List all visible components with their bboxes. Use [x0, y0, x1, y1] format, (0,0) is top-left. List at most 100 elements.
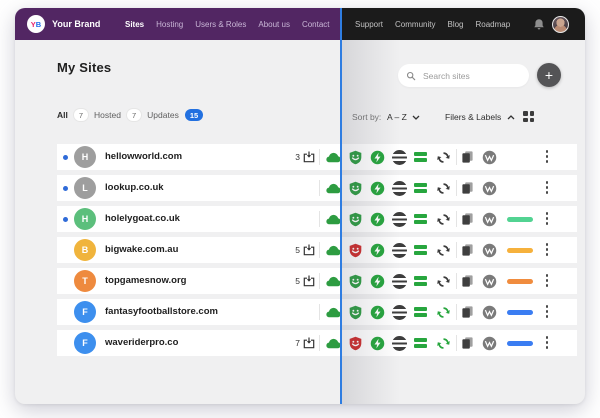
kebab-menu-icon[interactable]	[545, 243, 549, 256]
filter-all-count[interactable]: 7	[73, 109, 89, 121]
nav-item-community[interactable]: Community	[395, 19, 436, 29]
performance-bolt-icon	[370, 305, 385, 319]
wordpress-icon	[482, 212, 497, 226]
chevron-down-icon	[412, 115, 420, 120]
nav-item-blog[interactable]: Blog	[447, 19, 464, 29]
row-divider	[456, 211, 457, 227]
site-name[interactable]: waveriderpro.co	[105, 337, 179, 348]
site-row[interactable]: H holelygoat.co.uk	[57, 206, 577, 232]
site-row[interactable]: T topgamesnow.org 5	[57, 268, 577, 294]
nav-item-sites[interactable]: Sites	[125, 19, 145, 29]
kebab-menu-icon[interactable]	[545, 305, 549, 318]
kebab-menu-icon[interactable]	[545, 181, 549, 194]
pages-copy-icon	[462, 150, 473, 163]
kebab-menu-icon[interactable]	[545, 212, 549, 225]
filter-all[interactable]: All	[57, 110, 68, 120]
grid-view-icon[interactable]	[523, 111, 534, 122]
user-avatar[interactable]	[552, 15, 569, 33]
hosting-cloud-icon	[326, 307, 341, 318]
filters-labels-label: Filers & Labels	[445, 112, 502, 122]
sync-icon	[437, 275, 450, 287]
pages-copy-icon	[462, 181, 473, 194]
sort-order-dropdown[interactable]: A – Z	[387, 112, 420, 122]
security-shield-icon	[349, 336, 362, 350]
nav-item-users-roles[interactable]: Users & Roles	[195, 19, 247, 29]
filters-labels-dropdown[interactable]: Filers & Labels	[445, 112, 515, 122]
sort-order-value: A – Z	[387, 112, 407, 122]
nav-item-hosting[interactable]: Hosting	[156, 19, 184, 29]
row-divider	[319, 211, 320, 227]
site-row[interactable]: F waveriderpro.co 7	[57, 330, 577, 356]
search-box[interactable]	[398, 64, 529, 87]
site-avatar: T	[74, 270, 96, 292]
security-shield-icon	[349, 305, 362, 319]
label-bar	[507, 248, 533, 253]
topbar-user-area	[533, 8, 569, 40]
site-name[interactable]: fantasyfootballstore.com	[105, 306, 218, 317]
updates-box-icon	[303, 337, 315, 349]
site-avatar: B	[74, 239, 96, 261]
site-avatar: L	[74, 177, 96, 199]
nav-item-about-us[interactable]: About us	[258, 19, 290, 29]
security-shield-icon	[349, 243, 362, 257]
kebab-menu-icon[interactable]	[545, 336, 549, 349]
row-divider	[456, 149, 457, 165]
sync-icon	[437, 151, 450, 163]
sync-icon	[437, 182, 450, 194]
row-divider	[456, 304, 457, 320]
primary-nav: Sites Hosting Users & Roles About us Con…	[125, 8, 330, 40]
row-divider	[319, 273, 320, 289]
row-divider	[456, 242, 457, 258]
search-icon	[406, 71, 416, 80]
filter-hosted-count[interactable]: 7	[126, 109, 142, 121]
label-bar	[507, 217, 533, 222]
add-site-button[interactable]: +	[537, 63, 561, 87]
label-bar	[507, 310, 533, 315]
kebab-menu-icon[interactable]	[545, 150, 549, 163]
updates-box-icon	[303, 151, 315, 163]
site-name[interactable]: bigwake.com.au	[105, 244, 179, 255]
site-row[interactable]: F fantasyfootballstore.com	[57, 299, 577, 325]
equals-icon	[414, 305, 427, 320]
nav-item-contact[interactable]: Contact	[301, 19, 330, 29]
label-bar	[507, 279, 533, 284]
secondary-nav: Support Community Blog Roadmap	[355, 8, 510, 40]
updates-group[interactable]: 7	[275, 330, 315, 356]
unread-dot	[63, 185, 68, 191]
filter-updates-count[interactable]: 15	[184, 109, 204, 121]
site-avatar: H	[74, 208, 96, 230]
site-name[interactable]: topgamesnow.org	[105, 275, 187, 286]
topbar-secondary-section	[341, 8, 585, 40]
wordpress-icon	[482, 305, 497, 319]
filter-updates[interactable]: Updates	[147, 110, 179, 120]
kebab-menu-icon[interactable]	[545, 274, 549, 287]
unread-dot	[63, 216, 68, 222]
updates-group[interactable]: 5	[275, 237, 315, 263]
site-row[interactable]: H hellowworld.com 3	[57, 144, 577, 170]
site-avatar: H	[74, 146, 96, 168]
search-input[interactable]	[421, 69, 521, 82]
updates-group[interactable]: 3	[275, 144, 315, 170]
striped-ball-icon	[392, 180, 407, 196]
site-name[interactable]: holelygoat.co.uk	[105, 213, 180, 224]
equals-icon	[414, 336, 427, 351]
nav-item-roadmap[interactable]: Roadmap	[475, 19, 511, 29]
performance-bolt-icon	[370, 274, 385, 288]
nav-item-support[interactable]: Support	[355, 19, 384, 29]
site-row[interactable]: L lookup.co.uk	[57, 175, 577, 201]
site-name[interactable]: lookup.co.uk	[105, 182, 164, 193]
bell-icon[interactable]	[533, 18, 545, 31]
row-divider	[319, 335, 320, 351]
pages-copy-icon	[462, 336, 473, 349]
row-divider	[456, 335, 457, 351]
filter-tabs: All 7 Hosted 7 Updates 15	[57, 109, 204, 121]
updates-count: 5	[295, 276, 300, 286]
unread-dot	[63, 154, 68, 160]
hosting-cloud-icon	[326, 152, 341, 163]
site-name[interactable]: hellowworld.com	[105, 151, 183, 162]
filter-hosted[interactable]: Hosted	[94, 110, 121, 120]
site-row[interactable]: B bigwake.com.au 5	[57, 237, 577, 263]
updates-group[interactable]: 5	[275, 268, 315, 294]
